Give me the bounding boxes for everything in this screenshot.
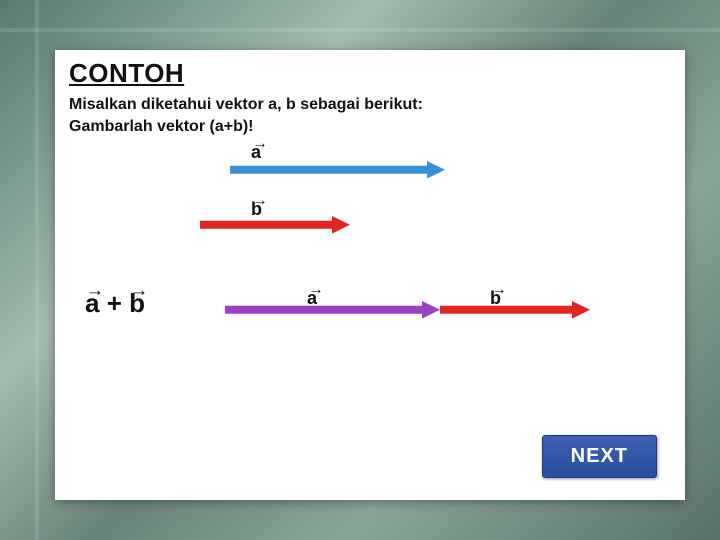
content-panel: CONTOH Misalkan diketahui vektor a, b se… [55, 50, 685, 500]
arrow-over-icon: → [253, 135, 268, 153]
label-vector-a: → a [251, 142, 261, 163]
problem-line-2: Gambarlah vektor (a+b)! [69, 118, 254, 135]
slide-title: CONTOH [69, 58, 184, 89]
problem-text: Misalkan diketahui vektor a, b sebagai b… [69, 94, 423, 137]
vector-a-bottom-arrow [225, 301, 440, 319]
vector-b-bottom-arrow [440, 301, 590, 319]
problem-line-1: Misalkan diketahui vektor a, b sebagai b… [69, 96, 423, 113]
label-sum: →a + →b [85, 288, 145, 319]
arrow-over-icon: → [86, 280, 104, 301]
arrow-over-icon: → [253, 192, 268, 210]
slide-background: CONTOH Misalkan diketahui vektor a, b se… [0, 0, 720, 540]
arrow-over-icon: → [309, 281, 324, 299]
vector-b-arrow [200, 216, 350, 234]
vector-a-arrow [230, 161, 445, 179]
arrow-over-icon: → [130, 280, 148, 301]
next-button[interactable]: NEXT [542, 435, 657, 478]
arrow-over-icon: → [492, 281, 507, 299]
